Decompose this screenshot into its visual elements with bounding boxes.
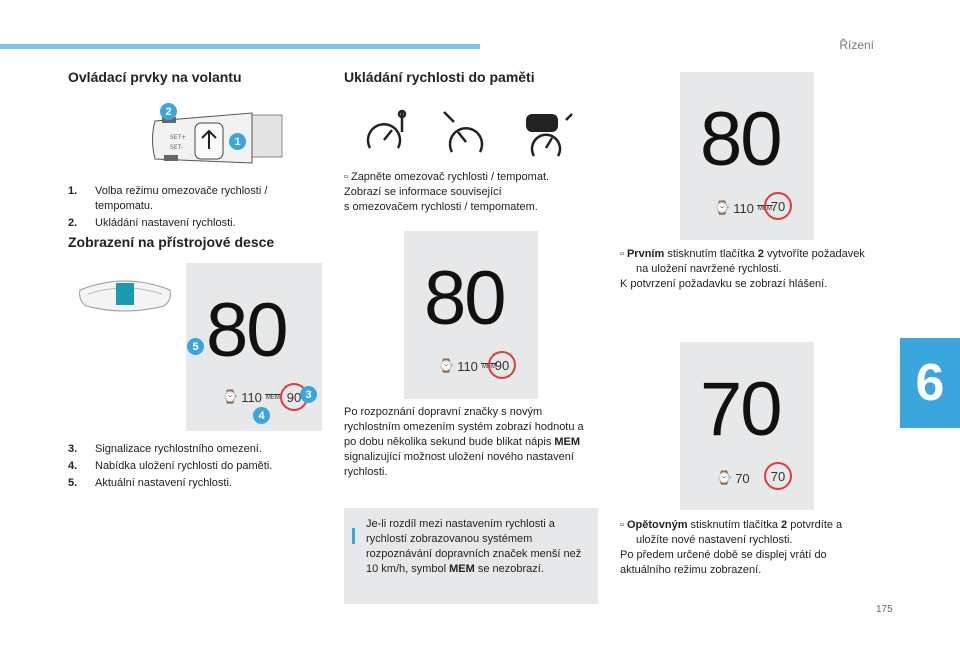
bullet-icon: ▫ <box>344 171 351 183</box>
limit-value: 110 <box>241 389 262 405</box>
speed-limit-row: ⌚ 70 <box>716 470 750 486</box>
current-speed: 80 <box>206 288 289 373</box>
step-one: ▫ Prvním stisknutím tlačítka 2 vytvoříte… <box>620 248 865 290</box>
list-item: 1. Volba režimu omezovače rychlosti / tem… <box>68 185 268 212</box>
list-item: 5. Aktuální nastavení rychlosti. <box>68 477 232 489</box>
callout-badge: 5 <box>187 338 204 355</box>
callout-badge: 1 <box>229 133 246 150</box>
current-speed: 80 <box>424 256 507 341</box>
speed-limiter-icon <box>366 109 407 149</box>
steering-stalk-illustration: SET+ SET- <box>140 103 290 173</box>
bullet-icon: ▫ <box>620 519 627 531</box>
mem-indicator: MEM <box>264 393 281 401</box>
list-item: 4. Nabídka uložení rychlosti do paměti. <box>68 460 273 472</box>
list-item: 2. Ukládání nastavení rychlosti. <box>68 217 236 229</box>
page-number: 175 <box>876 604 893 615</box>
dashboard-display-2: 80 ⌚ 110 MEM 90 <box>404 231 538 399</box>
section-title-display: Zobrazení na přístrojové desce <box>68 234 275 250</box>
speed-limit-row: ⌚ 110 MEM <box>222 389 281 405</box>
chapter-number-tab: 6 <box>900 338 960 428</box>
header-bar <box>0 44 480 49</box>
callout-badge: 2 <box>160 103 177 120</box>
bullet-icon: ▫ <box>620 248 627 260</box>
mode-icons-row <box>362 108 582 162</box>
current-speed: 70 <box>700 367 783 452</box>
section-title-memory: Ukládání rychlosti do paměti <box>344 69 535 85</box>
list-item: 3. Signalizace rychlostního omezení. <box>68 443 262 455</box>
current-speed: 80 <box>700 97 783 182</box>
step-two: ▫ Opětovným stisknutím tlačítka 2 potvrd… <box>620 519 843 576</box>
info-note: Je-li rozdíl mezi nastavením rychlosti a… <box>344 508 598 604</box>
chapter-title: Řízení <box>839 38 874 52</box>
speedometer-icon: ⌚ <box>438 358 455 373</box>
svg-text:SET+: SET+ <box>170 134 186 141</box>
cruise-control-icon <box>443 111 484 153</box>
dashboard-display-4: 70 ⌚ 70 70 <box>680 342 814 510</box>
info-icon <box>352 528 355 544</box>
dashboard-display: 80 ⌚ 110 MEM 90 <box>186 263 322 431</box>
section-title-controls: Ovládací prvky na volantu <box>68 69 242 85</box>
speedometer-icon: ⌚ <box>222 389 239 404</box>
paragraph: ▫ Zapněte omezovač rychlosti / tempomat.… <box>344 170 594 215</box>
callout-badge: 3 <box>300 386 317 403</box>
speedometer-icon: ⌚ <box>714 200 731 215</box>
speed-sign: 70 <box>764 462 792 490</box>
svg-text:SET-: SET- <box>170 144 183 151</box>
speedometer-icon: ⌚ <box>716 470 733 485</box>
bullet-line: ▫ Zapněte omezovač rychlosti / tempomat. <box>344 171 550 183</box>
dashboard-display-3: 80 ⌚ 110 MEM 70 <box>680 72 814 240</box>
callout-badge: 4 <box>253 407 270 424</box>
adaptive-cruise-icon <box>526 113 573 157</box>
speed-sign: 70 <box>764 192 792 220</box>
instrument-cluster-icon <box>76 276 174 314</box>
speed-sign: 90 <box>488 351 516 379</box>
paragraph: Po rozpoznání dopravní značky s novým ry… <box>344 406 584 478</box>
note-text: Je-li rozdíl mezi nastavením rychlosti a… <box>366 518 582 575</box>
